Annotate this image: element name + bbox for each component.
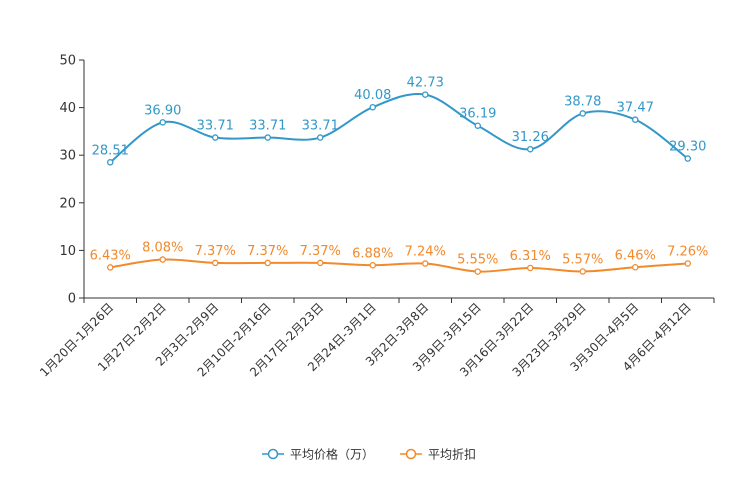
data-label: 6.31% bbox=[510, 249, 551, 264]
data-label: 7.26% bbox=[667, 244, 708, 259]
data-label: 31.26 bbox=[512, 130, 549, 145]
data-point bbox=[316, 259, 324, 267]
data-point bbox=[211, 134, 219, 141]
data-point bbox=[632, 264, 639, 271]
data-point bbox=[264, 259, 271, 267]
y-tick-label: 50 bbox=[59, 54, 76, 69]
data-label: 36.19 bbox=[459, 107, 496, 122]
data-point bbox=[369, 103, 376, 111]
data-point bbox=[316, 134, 324, 141]
y-tick-label: 30 bbox=[59, 149, 76, 164]
data-label: 33.71 bbox=[249, 119, 286, 134]
data-label: 42.73 bbox=[407, 76, 444, 91]
data-point bbox=[211, 259, 219, 267]
data-point bbox=[159, 119, 166, 126]
data-label: 29.30 bbox=[669, 140, 706, 155]
data-point bbox=[421, 260, 429, 267]
data-label: 33.71 bbox=[197, 119, 234, 134]
data-label: 5.57% bbox=[562, 252, 603, 267]
data-label: 7.37% bbox=[300, 244, 341, 259]
data-point bbox=[684, 260, 692, 267]
data-point bbox=[421, 91, 429, 98]
y-tick-label: 0 bbox=[68, 292, 76, 307]
data-point bbox=[159, 256, 166, 263]
data-label: 8.08% bbox=[142, 241, 183, 256]
data-label: 33.71 bbox=[302, 119, 339, 134]
data-label: 36.90 bbox=[144, 103, 181, 118]
data-label: 7.37% bbox=[195, 244, 236, 259]
data-point bbox=[527, 145, 534, 153]
data-label: 37.47 bbox=[617, 101, 654, 116]
data-point bbox=[474, 268, 481, 275]
data-label: 28.51 bbox=[92, 143, 129, 158]
data-label: 6.46% bbox=[615, 248, 656, 263]
legend-label-1: 平均折扣 bbox=[428, 447, 476, 462]
data-point bbox=[579, 110, 587, 117]
series-line-0 bbox=[109, 92, 689, 164]
data-point bbox=[527, 264, 534, 272]
data-label: 6.88% bbox=[352, 246, 393, 261]
data-point bbox=[107, 264, 114, 271]
data-point bbox=[107, 159, 114, 166]
legend-marker-1 bbox=[405, 448, 417, 460]
data-label: 5.55% bbox=[457, 253, 498, 268]
legend-label-0: 平均价格（万） bbox=[290, 447, 374, 462]
data-label: 7.37% bbox=[247, 244, 288, 259]
data-point bbox=[684, 155, 692, 162]
data-point bbox=[474, 122, 481, 129]
data-point bbox=[632, 116, 639, 123]
data-point bbox=[264, 134, 271, 141]
data-label: 7.24% bbox=[405, 245, 446, 260]
series-line-1 bbox=[110, 258, 688, 273]
y-tick-label: 10 bbox=[59, 244, 76, 259]
y-tick-label: 40 bbox=[59, 101, 76, 116]
data-label: 6.43% bbox=[90, 248, 131, 263]
y-tick-label: 20 bbox=[59, 196, 76, 211]
legend-marker-0 bbox=[267, 448, 279, 460]
data-label: 40.08 bbox=[354, 88, 391, 103]
data-point bbox=[369, 262, 376, 269]
data-point bbox=[579, 268, 587, 275]
data-label: 38.78 bbox=[564, 94, 601, 109]
